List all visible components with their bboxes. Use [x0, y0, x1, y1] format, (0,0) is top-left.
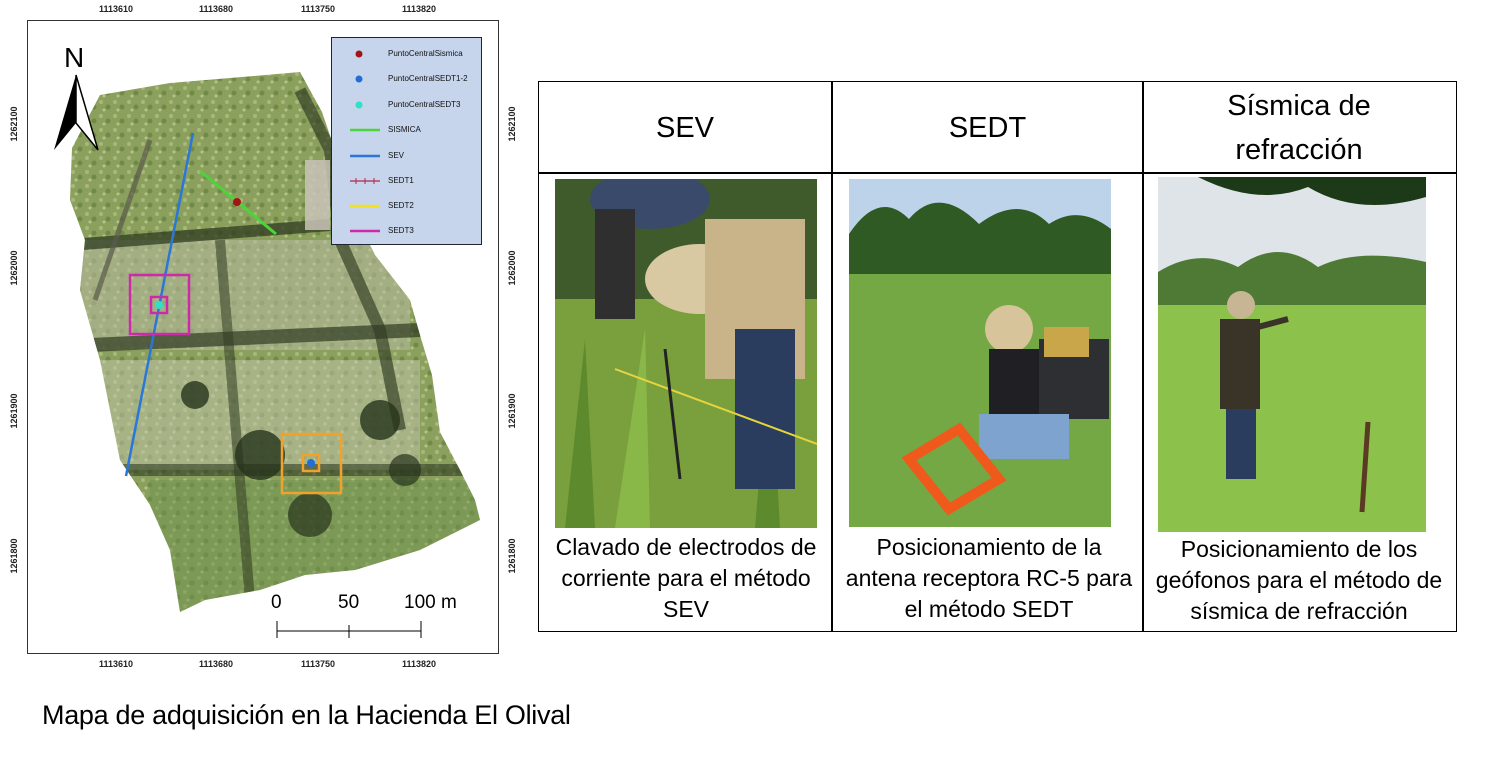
dot-symbol	[355, 50, 363, 58]
x-tick-label: 1113680	[198, 659, 234, 669]
scale-label: 50	[338, 592, 360, 613]
x-tick-label: 1113750	[300, 4, 336, 14]
caption-sismica: Posicionamiento de los geófonos para el …	[1155, 536, 1443, 624]
y-tick-label: 1261900	[9, 393, 19, 429]
header-sismica: Sísmica de refracción	[1227, 89, 1371, 166]
north-label: N	[64, 42, 85, 73]
line-symbol	[350, 154, 380, 158]
sedt3-small-loop	[149, 295, 169, 315]
scale-bar	[276, 621, 422, 638]
map-caption: Mapa de adquisición en la Hacienda El Ol…	[42, 700, 571, 730]
sedt1-small-loop	[301, 453, 321, 473]
photo-sismica-geophones	[1158, 177, 1426, 532]
line-symbol	[350, 204, 380, 208]
column-divider	[831, 82, 833, 631]
legend-item: SEDT3	[332, 223, 482, 239]
dot-symbol	[355, 101, 363, 109]
x-tick-label: 1113820	[401, 659, 437, 669]
photo-sev-electrodes	[555, 179, 817, 528]
caption-sedt: Posicionamiento de la antena receptora R…	[845, 534, 1133, 622]
scale-label: 100 m	[404, 592, 457, 613]
tick-line-symbol	[350, 178, 380, 184]
header-sedt: SEDT	[948, 111, 1027, 144]
y-tick-label: 1262100	[9, 106, 19, 142]
scale-labels: 0 50 100 m	[270, 592, 480, 642]
y-tick-label: 1261800	[507, 538, 517, 574]
caption-sev: Clavado de electrodos de corriente para …	[555, 534, 817, 622]
map-legend: PuntoCentralSismica PuntoCentralSEDT1-2 …	[331, 37, 482, 245]
sismica-center-point	[233, 198, 241, 206]
legend-item: SEDT1	[332, 173, 482, 189]
legend-label: PuntoCentralSEDT1-2	[388, 74, 468, 83]
x-tick-label: 1113610	[98, 4, 134, 14]
scale-label: 0	[271, 592, 282, 613]
x-tick-label: 1113750	[300, 659, 336, 669]
y-tick-label: 1261800	[9, 538, 19, 574]
y-tick-label: 1262000	[507, 250, 517, 286]
legend-label: SEDT1	[388, 176, 414, 185]
column-divider	[1142, 82, 1144, 631]
legend-item: PuntoCentralSEDT3	[332, 97, 482, 113]
y-tick-label: 1262100	[507, 106, 517, 142]
line-symbol	[350, 128, 380, 132]
legend-item: PuntoCentralSEDT1-2	[332, 71, 482, 87]
legend-label: PuntoCentralSismica	[388, 49, 463, 58]
dot-symbol	[355, 75, 363, 83]
header-divider	[539, 172, 1456, 174]
photo-sedt-antenna	[849, 179, 1111, 527]
north-arrow-icon	[54, 74, 99, 151]
legend-item: SEV	[332, 148, 482, 164]
legend-item: SEDT2	[332, 198, 482, 214]
legend-label: SEDT2	[388, 201, 414, 210]
sedt3-center-point	[155, 301, 163, 309]
legend-label: SEV	[388, 151, 405, 160]
line-symbol	[350, 229, 380, 233]
methods-table: SEV SEDT Sísmica de refracción	[538, 81, 1457, 632]
legend-item: SISMICA	[332, 122, 482, 138]
legend-item: PuntoCentralSismica	[332, 46, 482, 62]
x-tick-label: 1113820	[401, 4, 437, 14]
header-sev: SEV	[655, 111, 715, 144]
orthophoto-map	[54, 72, 480, 638]
sedt12-center-point	[307, 459, 315, 467]
legend-label: SISMICA	[388, 125, 421, 134]
y-tick-label: 1262000	[9, 250, 19, 286]
sedt2-large-loop	[280, 432, 343, 495]
x-tick-label: 1113610	[98, 659, 134, 669]
sedt3-large-loop	[128, 273, 191, 336]
legend-label: PuntoCentralSEDT3	[388, 100, 461, 109]
y-tick-label: 1261900	[507, 393, 517, 429]
x-tick-label: 1113680	[198, 4, 234, 14]
legend-label: SEDT3	[388, 226, 414, 235]
